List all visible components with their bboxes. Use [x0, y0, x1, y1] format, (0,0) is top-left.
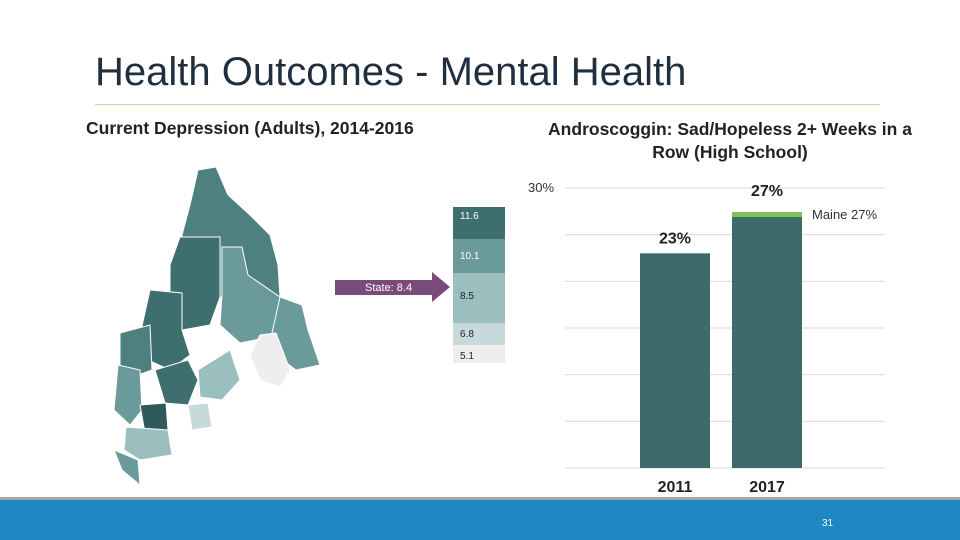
data-label-2011: 23% [659, 230, 691, 247]
legend-value-1: 11.6 [460, 211, 479, 222]
bar-2017 [732, 216, 802, 468]
county-franklin [119, 324, 153, 376]
chart-grid [565, 187, 885, 469]
category-label-2011: 2011 [658, 479, 693, 496]
maine-reference-line [732, 212, 802, 217]
maine-reference-label: Maine 27% [812, 207, 877, 222]
title-divider [95, 104, 880, 105]
county-cumberland [123, 426, 173, 461]
county-oxford [113, 364, 143, 426]
bar-2011 [640, 253, 710, 468]
data-label-2017: 27% [751, 183, 783, 200]
footer-band [0, 500, 960, 540]
page-number: 31 [822, 518, 834, 529]
sad-hopeless-chart: 30% 23% 2011 27% 2017 Maine 27% [528, 180, 885, 496]
county-york [113, 449, 141, 487]
map-legend: 11.6 10.1 8.5 6.8 5.1 [453, 207, 505, 363]
county-kennebec [154, 359, 199, 406]
left-subtitle: Current Depression (Adults), 2014-2016 [86, 118, 414, 138]
county-lincoln [187, 402, 213, 431]
y-tick-30: 30% [528, 180, 554, 195]
state-arrow: State: 8.4 [335, 272, 450, 302]
right-subtitle: Androscoggin: Sad/Hopeless 2+ Weeks in a… [548, 119, 912, 162]
state-label: State: 8.4 [365, 282, 412, 294]
slide-title: Health Outcomes - Mental Health [95, 50, 687, 94]
maine-depression-map: 11.6 10.1 8.5 6.8 5.1 State: 8.4 [113, 166, 505, 487]
category-label-2017: 2017 [749, 479, 785, 496]
legend-value-2: 10.1 [460, 251, 480, 262]
county-waldo [197, 349, 241, 401]
county-hancock [249, 332, 291, 388]
legend-value-5: 5.1 [460, 351, 474, 362]
legend-value-4: 6.8 [460, 329, 474, 340]
legend-value-3: 8.5 [460, 291, 474, 302]
